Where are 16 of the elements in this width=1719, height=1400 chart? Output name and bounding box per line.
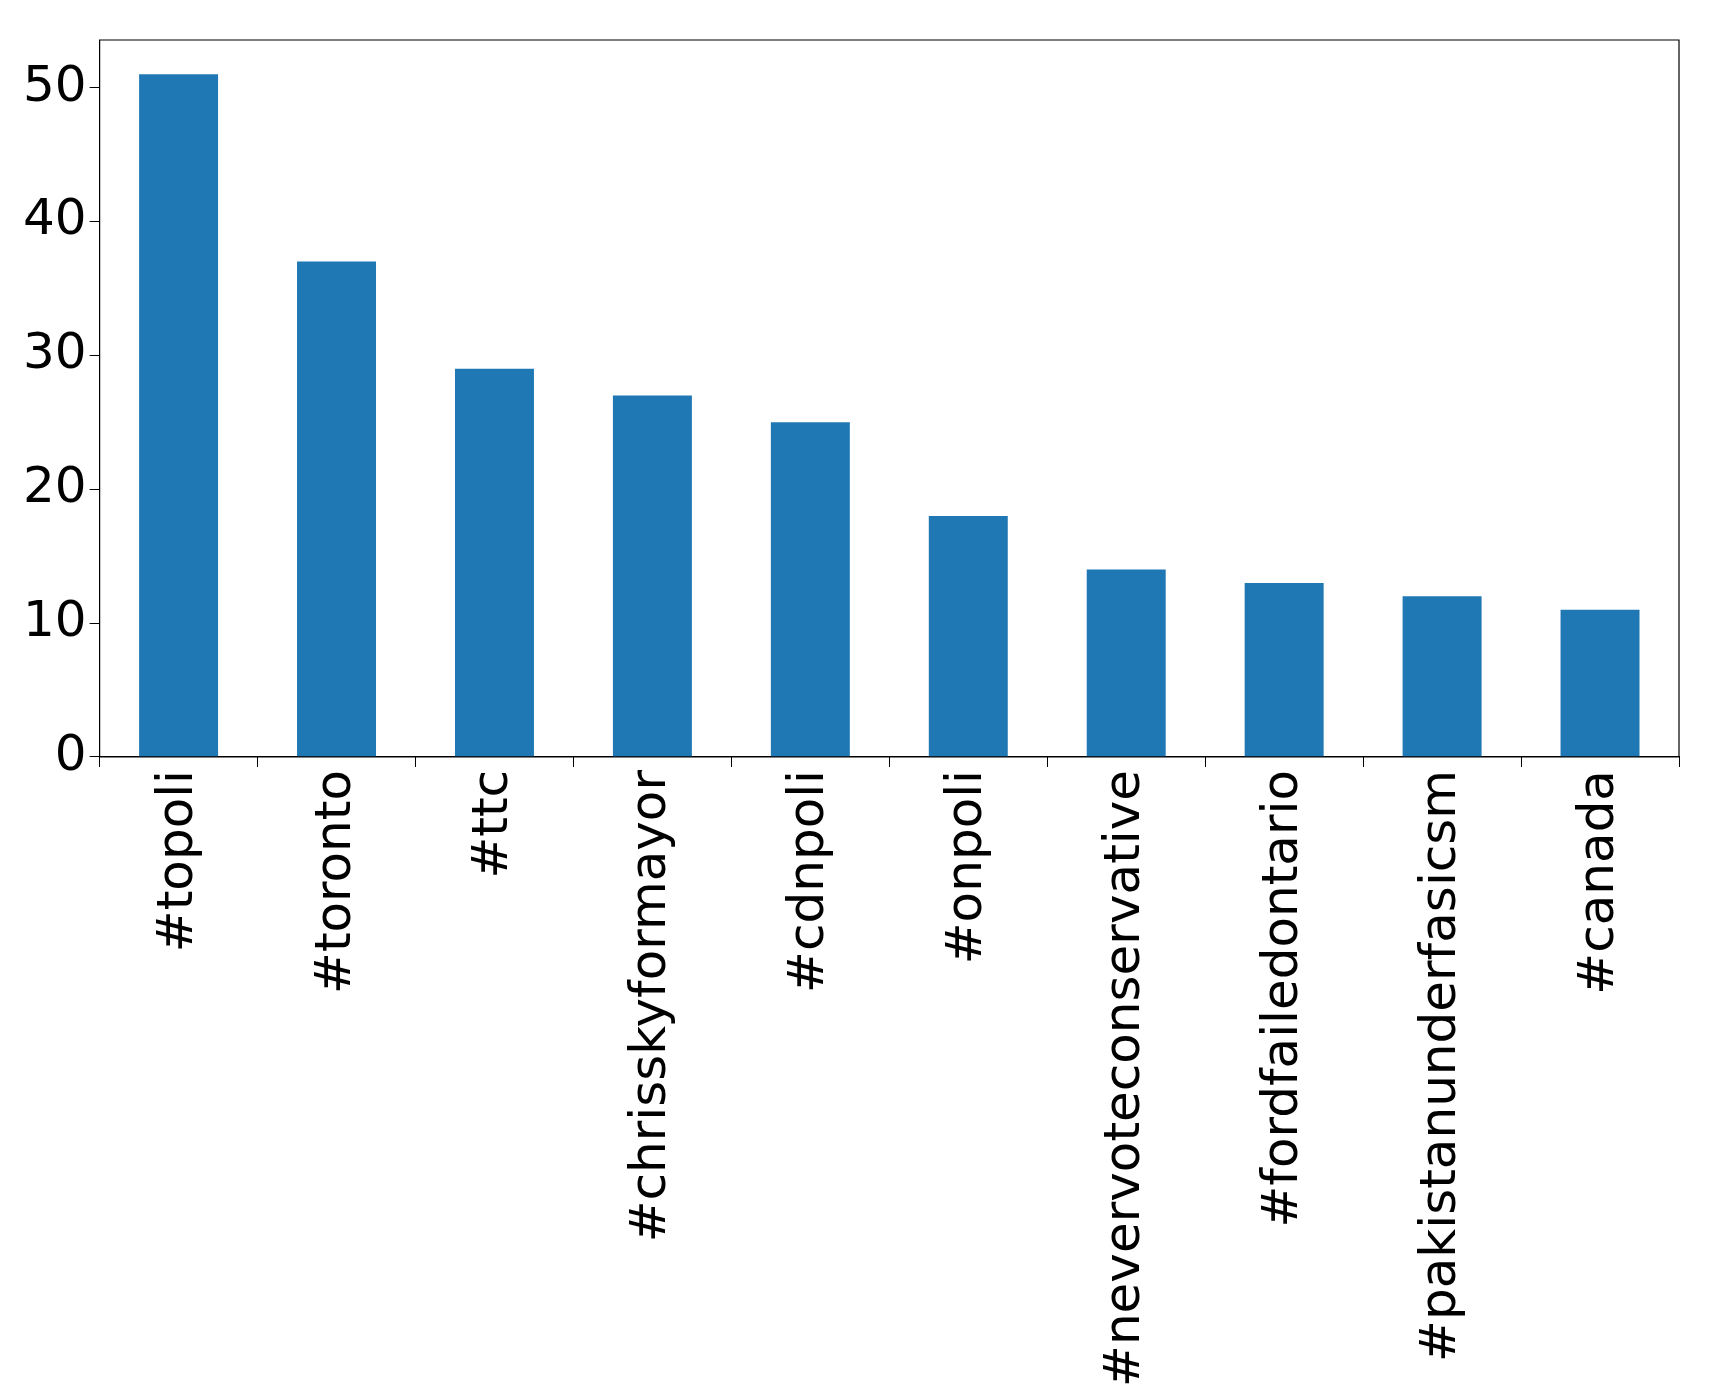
y-tick-label: 10 bbox=[23, 590, 87, 649]
x-tick-label: #cdnpoli bbox=[777, 769, 836, 993]
x-tick-label: #pakistanunderfasicsm bbox=[1409, 769, 1468, 1362]
y-tick-label: 0 bbox=[54, 723, 87, 782]
x-tick-label: #topoli bbox=[145, 769, 204, 953]
x-tick-label: #nevervoteconservative bbox=[1093, 769, 1152, 1388]
x-tick-label: #toronto bbox=[303, 769, 362, 995]
x-tick-label: #chrisskyformayor bbox=[619, 769, 678, 1243]
y-tick-label: 40 bbox=[23, 188, 87, 247]
y-tick-label: 50 bbox=[23, 54, 87, 113]
y-tick-label: 20 bbox=[23, 456, 87, 515]
x-tick-label: #fordfailedontario bbox=[1251, 769, 1310, 1228]
y-tick-label: 30 bbox=[23, 322, 87, 381]
x-tick-label: #onpoli bbox=[935, 769, 994, 965]
x-tick-label: #ttc bbox=[461, 769, 520, 879]
x-tick-label: #canada bbox=[1567, 769, 1626, 995]
